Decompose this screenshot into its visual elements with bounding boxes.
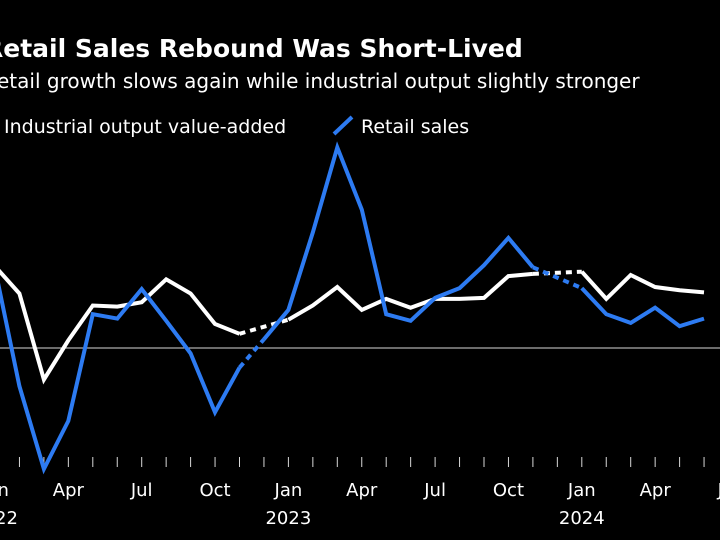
x-year-label: 2024	[559, 508, 605, 529]
series-line	[580, 286, 705, 329]
series-line-dashed	[532, 269, 582, 276]
series-retail-sales	[0, 141, 705, 475]
x-year-label: 2023	[265, 508, 311, 529]
legend-swatch-retail	[332, 115, 354, 136]
series-layer	[0, 141, 705, 475]
series-industrial-output	[0, 268, 705, 385]
legend-label-retail: Retail sales	[361, 116, 469, 138]
chart-subtitle: Retail growth slows again while industri…	[0, 69, 640, 93]
x-tick-label: Jan	[567, 480, 596, 501]
x-tick-label: Apr	[53, 480, 85, 501]
x-axis: Jan 2022 Apr Jul Oct Jan 2023 Apr Jul Oct Jan 2024 A…	[0, 457, 720, 529]
series-line	[287, 271, 534, 322]
series-line	[0, 282, 242, 475]
x-tick-label: Jul	[130, 480, 153, 501]
x-tick-label: Jul	[717, 480, 720, 501]
legend: Industrial output value-added Retail sal…	[4, 115, 469, 138]
chart-title: Retail Sales Rebound Was Short-Lived	[0, 34, 523, 63]
x-tick-label: Oct	[493, 480, 524, 501]
series-line	[580, 270, 705, 302]
x-tick-label: Jul	[423, 480, 446, 501]
series-line-dashed	[238, 317, 289, 336]
x-tick-label: Oct	[199, 480, 230, 501]
x-tick-label: Apr	[640, 480, 672, 501]
legend-label-industrial: Industrial output value-added	[4, 116, 286, 138]
x-tick-label: Jan	[0, 480, 9, 501]
series-line	[0, 268, 241, 385]
series-line-dashed	[237, 337, 266, 369]
x-tick-label: Apr	[346, 480, 378, 501]
x-tick-label: Jan	[274, 480, 303, 501]
series-line-dashed	[532, 265, 583, 290]
series-line	[262, 141, 535, 341]
x-year-label: 2022	[0, 508, 18, 529]
